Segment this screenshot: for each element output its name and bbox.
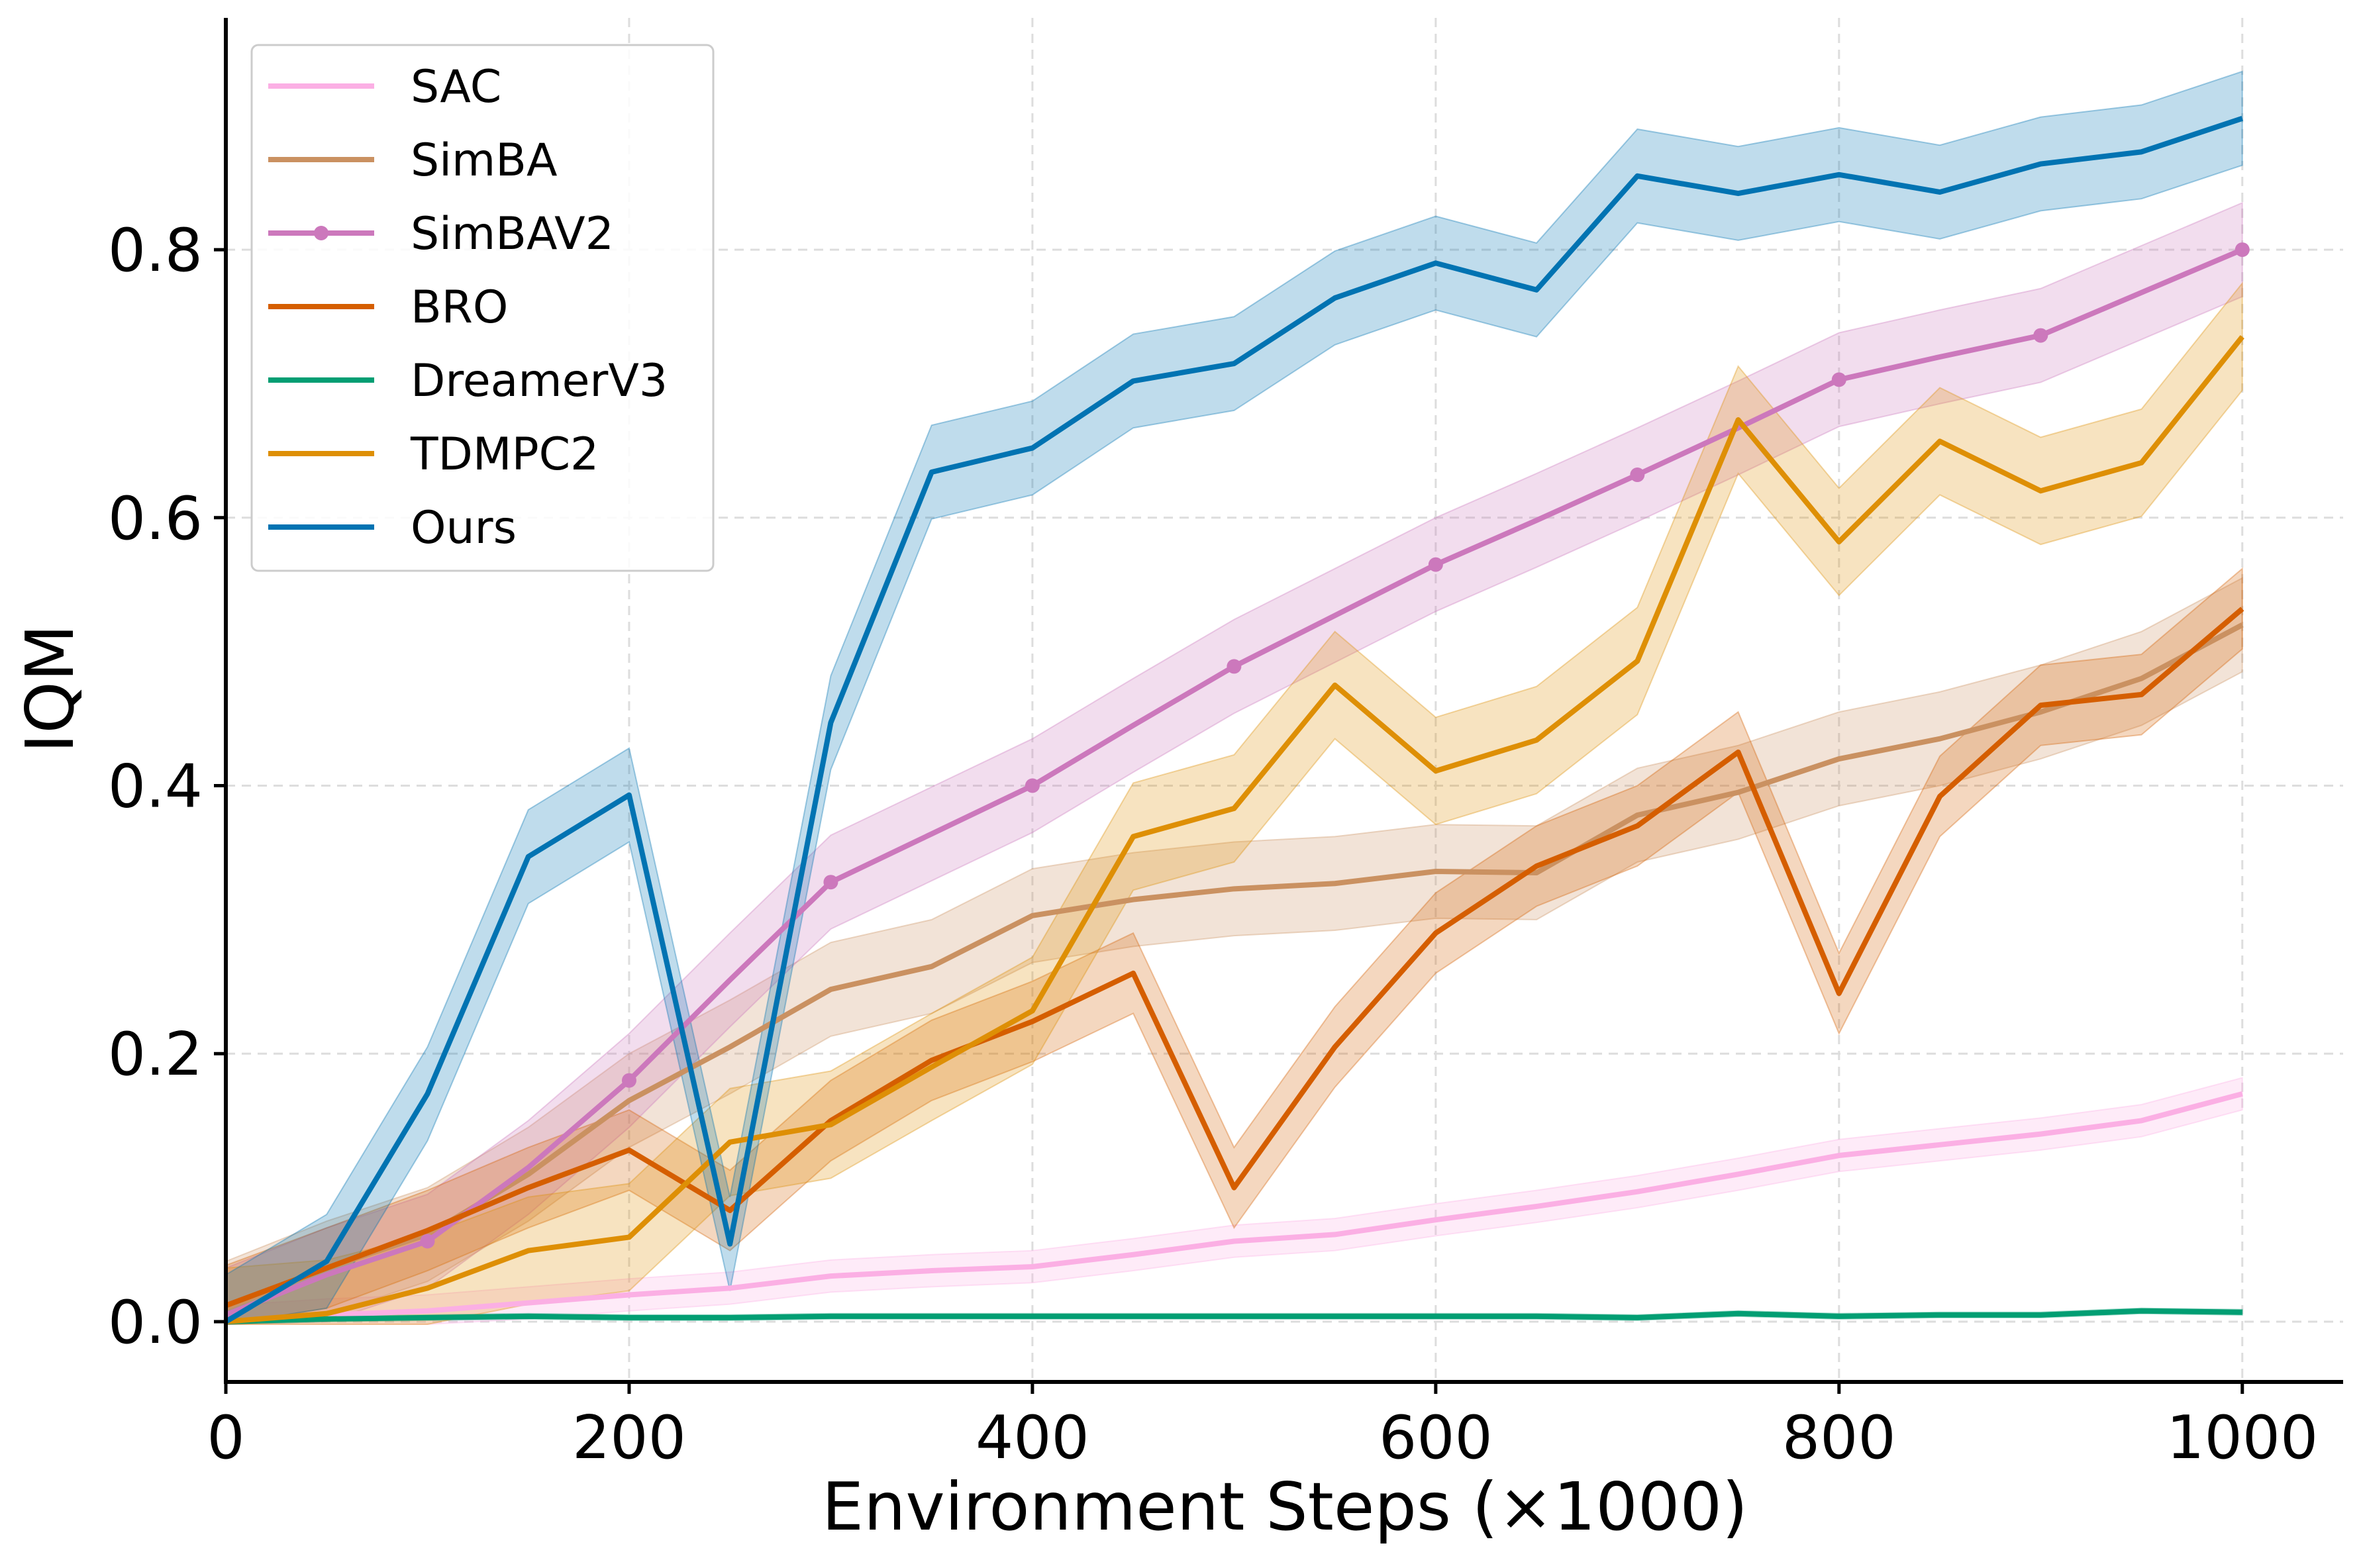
series-lines [224,115,2250,1324]
simba-band [225,577,2243,1326]
x-tick-label: 800 [1782,1403,1896,1473]
bro-legend-label: BRO [411,281,508,334]
ours-line [224,115,2244,1324]
x-tick-label: 1000 [2166,1403,2318,1473]
tdmpc2-band [225,281,2243,1325]
simbav2-point [2033,328,2048,343]
x-tick-label: 200 [572,1403,686,1473]
simbav2-point [1227,659,1242,674]
y-axis-label: IQM [11,624,89,753]
simbav2-point [420,1234,435,1249]
simbav2-band [225,201,2243,1326]
x-tick-label: 0 [207,1403,244,1473]
legend-box [250,44,715,572]
sac-line [225,1091,2243,1324]
y-tick-label: 0.4 [108,752,203,822]
tdmpc2-legend-label: TDMPC2 [410,428,599,481]
sac-band [225,1077,2243,1325]
y-tick-label: 0.8 [108,216,203,285]
simba-line [225,622,2244,1311]
simbav2-point [1428,557,1443,572]
ours-band [225,70,2243,1326]
simbav2-point [1831,372,1846,387]
sac-legend-label: SAC [411,61,501,113]
ours-legend-label: Ours [411,502,517,554]
simbav2-point [621,1073,636,1088]
axes [224,18,2343,1384]
dreamerv3-line [225,1308,2242,1324]
y-tick-label: 0.0 [108,1288,203,1357]
tdmpc2-line [225,335,2244,1324]
y-tick-label: 0.2 [108,1020,203,1089]
simbav2-point [2235,242,2250,258]
simbav2-legend-label: SimBAV2 [411,208,614,260]
ticks: 0 200 400 600 800 1000 0.0 0.2 0.4 0.6 0.8 [108,216,2318,1473]
simba-legend-label: SimBA [411,134,557,187]
dreamerv3-legend-label: DreamerV3 [411,355,668,407]
simbav2-point [823,875,838,890]
bro-line [225,607,2244,1308]
x-tick-label: 600 [1379,1403,1493,1473]
simbav2-point [1630,467,1645,483]
x-axis-label: Environment Steps (×1000) [822,1468,1748,1545]
x-tick-label: 400 [976,1403,1089,1473]
legend: SAC SimBA SimBAV2 BRO DreamerV3 TDMPC2 Ours [250,44,715,572]
y-tick-label: 0.6 [108,484,203,554]
simbav2-legend-marker [314,226,328,240]
simbav2-point [1025,778,1040,793]
